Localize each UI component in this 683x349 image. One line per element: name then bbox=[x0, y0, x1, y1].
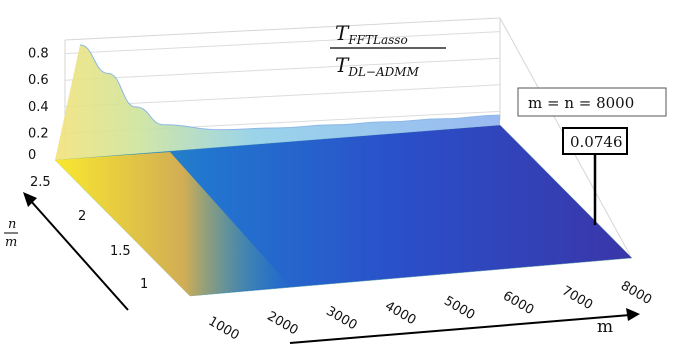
x-tick-label: 1000 bbox=[205, 314, 241, 344]
chart-title: TFFTLasso TDL−ADMM bbox=[330, 21, 446, 79]
x-tick-label: 2000 bbox=[264, 309, 300, 339]
ratio-curtain bbox=[55, 44, 500, 161]
x-tick-label: 8000 bbox=[618, 278, 654, 308]
x-axis-label: m bbox=[597, 317, 613, 337]
x-tick-label: 3000 bbox=[323, 304, 359, 334]
annotation: m = n = 8000 0.0746 bbox=[517, 87, 667, 225]
z-axis: 0 0.2 0.4 0.6 0.8 bbox=[28, 47, 49, 163]
z-grid-line bbox=[64, 57, 501, 81]
y-tick-label: 2.5 bbox=[30, 175, 51, 190]
z-grid-line bbox=[64, 31, 501, 55]
x-tick-label: 4000 bbox=[382, 299, 418, 329]
z-tick-label: 0.4 bbox=[28, 100, 49, 115]
title-numerator: TFFTLasso bbox=[335, 21, 408, 47]
z-tick-label: 0.8 bbox=[28, 47, 49, 62]
title-denominator: TDL−ADMM bbox=[335, 53, 420, 79]
x-axis-arrow bbox=[289, 308, 640, 344]
z-grid-line bbox=[64, 84, 501, 108]
z-tick-label: 0.6 bbox=[28, 73, 49, 88]
z-tick-label: 0 bbox=[28, 148, 36, 163]
annotation-label: m = n = 8000 bbox=[528, 94, 634, 112]
y-tick-label: 1.5 bbox=[110, 244, 131, 259]
y-axis-arrow bbox=[23, 192, 129, 311]
annotation-label-box bbox=[517, 87, 667, 117]
annotation-value: 0.0746 bbox=[570, 133, 623, 151]
x-tick-label: 5000 bbox=[441, 294, 477, 324]
z-tick-label: 0.2 bbox=[28, 126, 49, 141]
x-tick-label: 6000 bbox=[500, 289, 536, 319]
grid-line bbox=[64, 17, 501, 41]
y-axis: 1 1.5 2 2.5 bbox=[30, 175, 148, 292]
y-label-denominator: m bbox=[5, 235, 17, 250]
ratio-curve-line bbox=[79, 44, 501, 131]
y-tick-label: 2 bbox=[78, 209, 86, 224]
y-axis-label: n m bbox=[4, 217, 18, 250]
y-tick-label: 1 bbox=[140, 277, 148, 292]
y-label-numerator: n bbox=[8, 217, 16, 232]
floor-high-ratio-region bbox=[55, 152, 290, 296]
x-tick-label: 7000 bbox=[559, 284, 595, 314]
